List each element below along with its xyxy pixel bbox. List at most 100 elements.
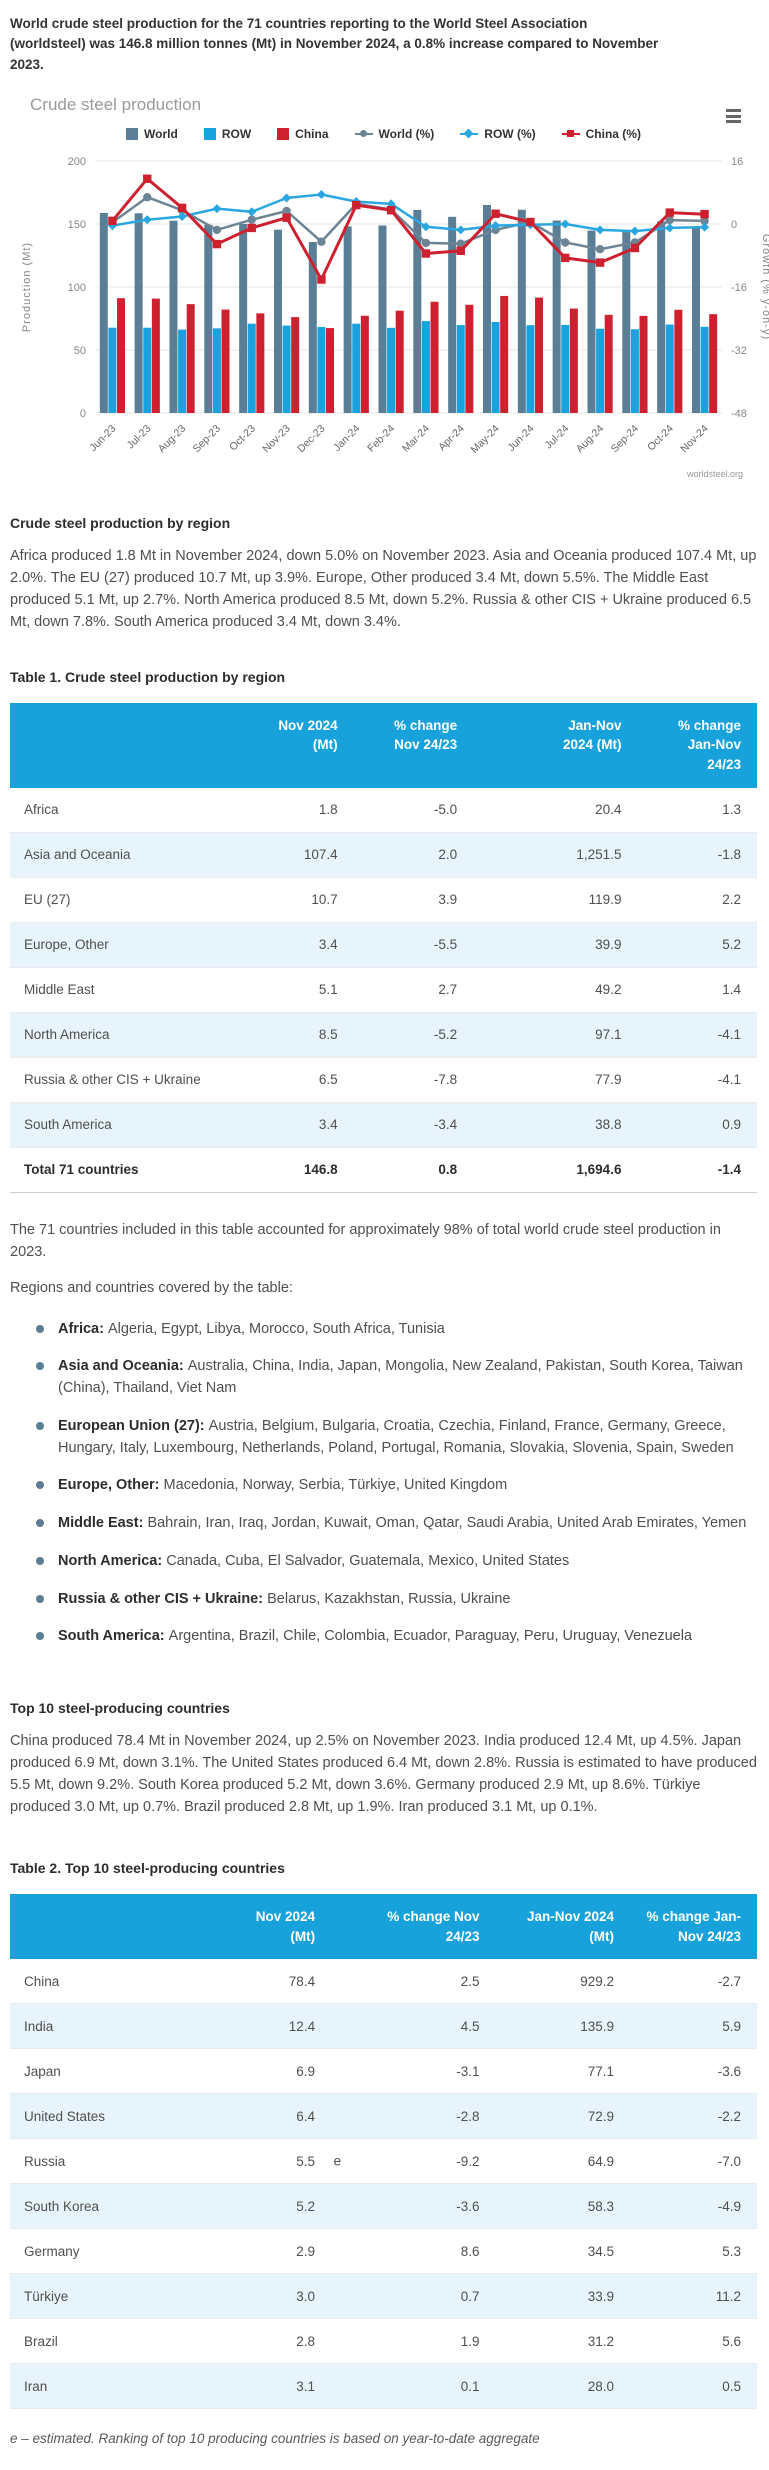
region-list-item: South America: Argentina, Brazil, Chile,… (36, 1626, 756, 1648)
table-cell: 5.2 (241, 2183, 362, 2230)
table-row: South America 3.4 -3.4 38.8 0.9 (10, 1102, 757, 1148)
bar-china (186, 303, 195, 413)
region-countries: Algeria, Egypt, Libya, Morocco, South Af… (107, 1320, 445, 1337)
table-cell: Middle East (10, 967, 235, 1013)
table-cell: Europe, Other (10, 922, 235, 968)
bar-china (395, 310, 404, 413)
table-cell: 6.5 (234, 1057, 354, 1103)
axis-tick-label: 200 (68, 156, 86, 168)
table-cell: -2.8 (361, 2093, 496, 2140)
table-row: China 78.4 2.5 929.2 -2.7 (10, 1959, 757, 2005)
table-cell: 8.6 (361, 2228, 496, 2275)
table-row: Africa 1.8 -5.0 20.4 1.3 (10, 787, 757, 833)
marker-china (630, 243, 640, 252)
table-cell: 77.9 (473, 1057, 638, 1103)
legend-item-china[interactable]: China (%) (561, 127, 641, 141)
bar-china (639, 315, 648, 413)
x-axis-label: Nov-23 (260, 422, 293, 455)
marker-row (142, 214, 152, 224)
region-countries: Austria, Belgium, Bulgaria, Croatia, Cze… (58, 1417, 734, 1456)
legend-item-row[interactable]: ROW (203, 126, 252, 141)
legend-item-china[interactable]: China (277, 127, 329, 141)
bar-world (134, 213, 143, 413)
table-cell: -2.7 (629, 1959, 757, 2005)
table-cell: 135.9 (495, 2003, 630, 2050)
table-row: North America 8.5 -5.2 97.1 -4.1 (10, 1012, 757, 1058)
bar-row (143, 327, 152, 413)
x-axis-label: Sep-24 (609, 422, 642, 455)
marker-china (665, 208, 674, 217)
table-row: EU (27) 10.7 3.9 119.9 2.2 (10, 877, 757, 923)
column-header (10, 1894, 242, 1960)
bar-world (273, 229, 282, 413)
region-label: Europe, Other: (58, 1477, 164, 1494)
axis-tick-label: 50 (74, 345, 86, 357)
table-cell: 2.2 (637, 877, 757, 923)
legend-item-world[interactable]: World (%) (354, 127, 434, 141)
table-cell: 78.4 (241, 1959, 362, 2005)
legend-item-row[interactable]: ROW (%) (460, 127, 536, 141)
table2-title: Table 2. Top 10 steel-producing countrie… (10, 1860, 285, 1877)
bar-row (456, 324, 465, 413)
legend-swatch-icon (126, 127, 139, 140)
table-cell: EU (27) (10, 877, 235, 923)
chart-credit-link[interactable]: worldsteel.org (686, 468, 743, 479)
bullet-dot-icon (36, 1519, 44, 1528)
table-cell: -1.4 (637, 1146, 757, 1193)
regions-list: Africa: Algeria, Egypt, Libya, Morocco, … (36, 1319, 757, 1649)
table-cell: 6.4 (241, 2093, 362, 2140)
table2-header-row: Nov 2024 (Mt) % change Nov 24/23 Jan-Nov… (10, 1894, 757, 1960)
table-cell: 1.4 (637, 967, 757, 1013)
bar-row (596, 328, 605, 413)
section-heading-region: Crude steel production by region (10, 514, 231, 531)
table-cell: 28.0 (495, 2363, 630, 2410)
bar-world (308, 241, 317, 413)
table-cell: 0.8 (353, 1146, 474, 1193)
table1-header-row: Nov 2024 (Mt) % change Nov 24/23 Jan-Nov… (10, 702, 757, 788)
marker-row (212, 203, 222, 213)
section-heading-top10: Top 10 steel-producing countries (10, 1700, 230, 1717)
region-countries: Bahrain, Iran, Iraq, Jordan, Kuwait, Oma… (147, 1515, 747, 1532)
bar-row (108, 327, 117, 413)
table-cell: 64.9 (495, 2138, 630, 2185)
bar-row (212, 328, 221, 413)
table-cell: 1.9 (361, 2318, 496, 2365)
line-china (111, 176, 705, 283)
table-cell: China (10, 1959, 242, 2005)
table-cell: -5.0 (353, 787, 474, 833)
table-cell: 3.0 (241, 2273, 362, 2320)
bar-china (674, 309, 683, 413)
table-cell: -4.9 (629, 2183, 757, 2230)
legend-label: ROW (221, 126, 252, 141)
table-row: Iran 3.1 0.1 28.0 0.5 (10, 2363, 757, 2410)
region-countries: Macedonia, Norway, Serbia, Türkiye, Unit… (163, 1477, 508, 1494)
marker-world (665, 215, 674, 225)
table-cell: 12.4 (241, 2003, 362, 2050)
marker-china (177, 203, 187, 212)
bar-china (500, 295, 509, 413)
marker-china (212, 239, 222, 249)
bar-world (691, 227, 700, 413)
column-header: Nov 2024 (Mt) (234, 702, 354, 788)
bar-china (117, 297, 126, 413)
table-cell: 10.7 (234, 877, 354, 923)
region-label: Asia and Oceania: (58, 1358, 188, 1375)
table-total-row: Total 71 countries 146.8 0.8 1,694.6 -1.4 (10, 1146, 757, 1193)
table-cell: 11.2 (629, 2273, 757, 2320)
marker-world (561, 238, 570, 247)
chart-menu-button[interactable] (722, 103, 745, 130)
marker-china (317, 275, 326, 284)
bar-world (482, 204, 491, 413)
bar-china (151, 298, 160, 413)
table-cell: Iran (10, 2363, 242, 2410)
bar-world (204, 224, 213, 413)
region-list-item: Europe, Other: Macedonia, Norway, Serbia… (36, 1475, 756, 1497)
marker-china (282, 213, 291, 222)
x-axis-label: Feb-24 (365, 422, 397, 454)
table1: Nov 2024 (Mt) % change Nov 24/23 Jan-Nov… (10, 702, 757, 1193)
x-axis-label: Nov-24 (678, 422, 711, 455)
legend-item-world[interactable]: World (126, 127, 178, 141)
table-cell: 0.5 (629, 2363, 757, 2410)
table-cell: 5.6 (629, 2318, 757, 2365)
x-axis-label: Apr-24 (436, 422, 467, 453)
